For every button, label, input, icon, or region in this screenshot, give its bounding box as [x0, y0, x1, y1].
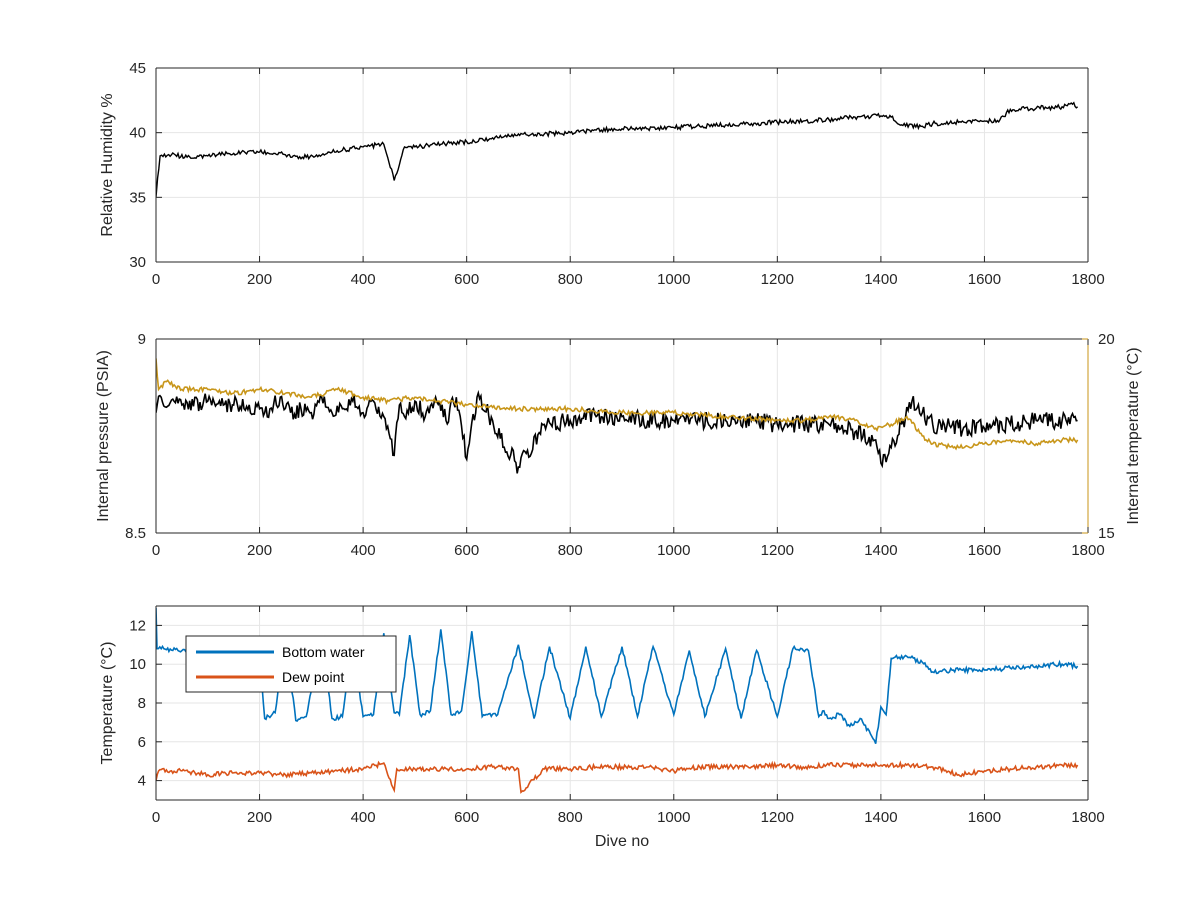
x-tick-label: 1400: [864, 271, 897, 288]
x-tick-label: 1200: [761, 542, 794, 559]
y2-tick-label: 15: [1098, 525, 1115, 542]
x-tick-label: 1800: [1071, 271, 1104, 288]
legend-box: [185, 635, 397, 693]
x-tick-label: 1200: [761, 271, 794, 288]
x-tick-label: 1800: [1071, 809, 1104, 826]
x-tick-label: 1600: [968, 271, 1001, 288]
x-tick-label: 0: [152, 542, 160, 559]
y-axis-label: Relative Humidity %: [99, 93, 116, 236]
x-tick-label: 1000: [657, 542, 690, 559]
x-tick-label: 600: [454, 542, 479, 559]
y-tick-label: 12: [129, 617, 146, 634]
y-tick-label: 4: [138, 773, 146, 790]
x-tick-label: 800: [558, 542, 583, 559]
y-axis-label: Temperature (°C): [99, 642, 116, 765]
axes-background: [156, 68, 1088, 262]
bottom-water-series-line: [156, 607, 1079, 744]
x-tick-label: 400: [351, 542, 376, 559]
main-series-line: [156, 389, 1078, 474]
x-tick-label: 200: [247, 809, 272, 826]
y-tick-label: 45: [129, 60, 146, 77]
y-tick-label: 35: [129, 189, 146, 206]
y2-tick-label: 20: [1098, 331, 1115, 348]
y2-axis-label: Internal temperature (°C): [1125, 347, 1142, 524]
y-tick-label: 8: [138, 695, 146, 712]
y-tick-label: 8.5: [125, 525, 146, 542]
axes-background: [156, 339, 1088, 533]
x-tick-label: 600: [454, 271, 479, 288]
y-tick-label: 6: [138, 734, 146, 751]
x-tick-label: 800: [558, 271, 583, 288]
x-tick-label: 0: [152, 809, 160, 826]
x-tick-label: 1600: [968, 809, 1001, 826]
y-axis-label: Internal pressure (PSIA): [95, 350, 112, 522]
x-tick-label: 400: [351, 271, 376, 288]
x-tick-label: 1600: [968, 542, 1001, 559]
legend-label: Dew point: [282, 669, 344, 685]
x-axis-label: Dive no: [595, 833, 649, 850]
x-tick-label: 600: [454, 809, 479, 826]
x-tick-label: 800: [558, 809, 583, 826]
x-tick-label: 1400: [864, 809, 897, 826]
legend-label: Bottom water: [282, 644, 365, 660]
x-tick-label: 1000: [657, 809, 690, 826]
y-tick-label: 9: [138, 331, 146, 348]
x-tick-label: 1000: [657, 271, 690, 288]
main-series-line: [156, 101, 1079, 198]
right-axis-series-line: [156, 358, 1079, 451]
x-tick-label: 1800: [1071, 542, 1104, 559]
x-tick-label: 0: [152, 271, 160, 288]
dew-point-series-line: [156, 760, 1079, 794]
x-tick-label: 1200: [761, 809, 794, 826]
y-tick-label: 10: [129, 656, 146, 673]
y-tick-label: 30: [129, 254, 146, 271]
x-tick-label: 400: [351, 809, 376, 826]
x-tick-label: 200: [247, 271, 272, 288]
x-tick-label: 200: [247, 542, 272, 559]
y-tick-label: 40: [129, 125, 146, 142]
x-tick-label: 1400: [864, 542, 897, 559]
